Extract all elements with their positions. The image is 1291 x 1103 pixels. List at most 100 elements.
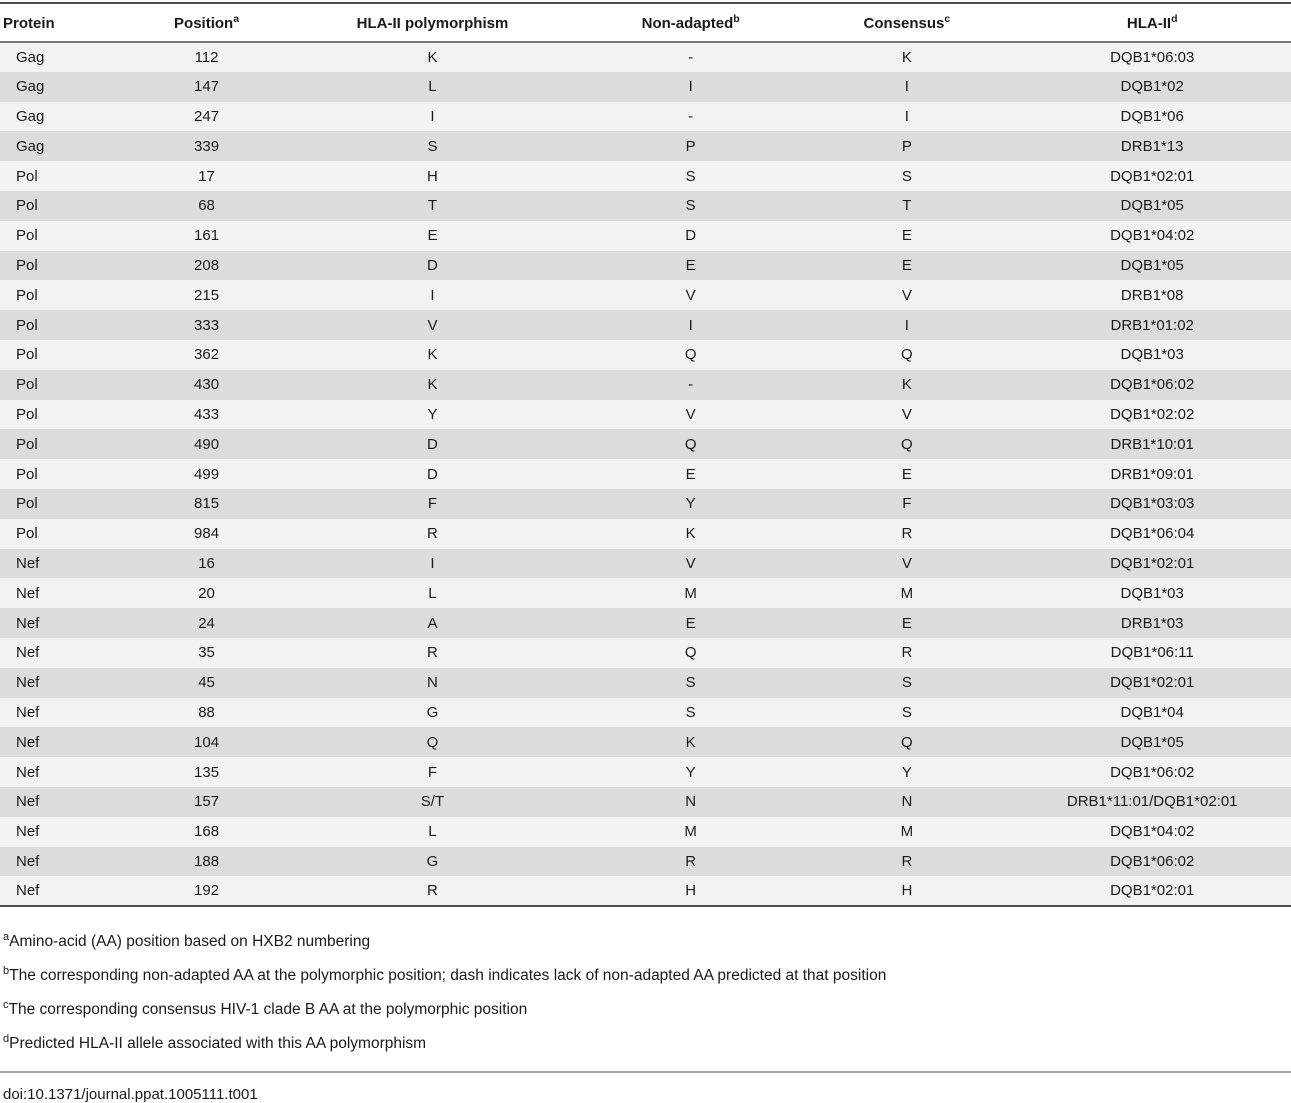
cell-consensus: E (901, 227, 912, 245)
cell-non-adapted: D (685, 227, 697, 245)
cell-polymorphism: R (427, 525, 438, 543)
cell-consensus: S (901, 674, 912, 692)
cell-non-adapted: Q (684, 644, 697, 662)
footnote-a-text: Amino-acid (AA) position based on HXB2 n… (9, 933, 371, 951)
cell-polymorphism: K (427, 346, 438, 364)
table-row: Pol 215 I V V DRB1*08 (0, 280, 1291, 311)
cell-non-adapted: M (684, 823, 697, 841)
cell-position: 192 (194, 882, 220, 900)
cell-position: 247 (194, 107, 220, 125)
cell-hla-ii: DQB1*02:01 (1110, 167, 1195, 185)
column-header-non-adapted: Non-adaptedb (580, 3, 801, 43)
cell-polymorphism: Y (427, 405, 438, 423)
cell-protein: Pol (16, 435, 38, 453)
cell-consensus: I (904, 107, 909, 125)
cell-position: 112 (194, 48, 219, 66)
cell-protein: Pol (16, 197, 38, 215)
cell-protein: Gag (16, 107, 45, 125)
cell-hla-ii: DQB1*02 (1120, 78, 1184, 96)
cell-non-adapted: K (685, 733, 696, 751)
cell-protein: Nef (16, 793, 40, 811)
cell-non-adapted: S (685, 167, 696, 185)
cell-non-adapted: - (688, 376, 694, 394)
table-row: Pol 430 K - K DQB1*06:02 (0, 369, 1291, 400)
cell-position: 499 (194, 465, 220, 483)
table-row: Gag 247 I - I DQB1*06 (0, 101, 1291, 132)
cell-hla-ii: DQB1*06:02 (1110, 763, 1195, 781)
cell-protein: Pol (16, 256, 38, 274)
cell-position: 430 (194, 376, 220, 394)
cell-polymorphism: N (427, 674, 438, 692)
cell-hla-ii: DRB1*08 (1120, 286, 1184, 304)
cell-position: 17 (198, 167, 215, 185)
footnotes-block: aAmino-acid (AA) position based on HXB2 … (0, 923, 1291, 1059)
cell-polymorphism: D (427, 465, 438, 483)
column-header-hla-ii: HLA-IId (1013, 3, 1291, 43)
table-row: Nef 45 N S S DQB1*02:01 (0, 667, 1291, 698)
table-row: Pol 984 R K R DQB1*06:04 (0, 518, 1291, 549)
cell-polymorphism: H (427, 167, 438, 185)
footnote-marker-d: d (1171, 13, 1178, 25)
table-row: Pol 17 H S S DQB1*02:01 (0, 161, 1291, 191)
cell-hla-ii: DQB1*06:02 (1110, 376, 1195, 394)
cell-consensus: M (900, 584, 914, 602)
column-header-hla-ii-polymorphism: HLA-II polymorphism (284, 3, 581, 43)
footnote-a: aAmino-acid (AA) position based on HXB2 … (3, 923, 1291, 957)
table-row: Pol 499 D E E DRB1*09:01 (0, 459, 1291, 489)
cell-position: 433 (194, 405, 220, 423)
cell-non-adapted: R (685, 852, 697, 870)
cell-non-adapted: S (685, 674, 696, 692)
cell-position: 984 (194, 525, 220, 543)
cell-hla-ii: DRB1*09:01 (1110, 465, 1194, 483)
cell-hla-ii: DQB1*06:04 (1110, 525, 1195, 543)
cell-hla-ii: DQB1*04 (1120, 703, 1184, 721)
table-row: Nef 157 S/T N N DRB1*11:01/DQB1*02:01 (0, 786, 1291, 817)
cell-protein: Pol (16, 376, 38, 394)
cell-position: 68 (198, 197, 215, 215)
cell-protein: Nef (16, 584, 40, 602)
cell-consensus: Q (901, 733, 913, 751)
cell-non-adapted: V (685, 554, 696, 572)
cell-consensus: E (901, 465, 912, 483)
footnote-marker-b: b (733, 13, 740, 25)
cell-polymorphism: S/T (420, 793, 445, 811)
table-row: Pol 815 F Y F DQB1*03:03 (0, 488, 1291, 519)
table-row: Nef 168 L M M DQB1*04:02 (0, 816, 1291, 847)
cell-position: 157 (194, 793, 220, 811)
cell-consensus: I (904, 78, 909, 96)
cell-non-adapted: H (685, 882, 697, 900)
footnote-d: dPredicted HLA-II allele associated with… (3, 1025, 1291, 1059)
cell-polymorphism: G (426, 703, 439, 721)
cell-position: 45 (198, 674, 215, 692)
cell-protein: Nef (16, 703, 40, 721)
cell-protein: Nef (16, 733, 40, 751)
cell-consensus: R (901, 644, 913, 662)
footnote-c-text: The corresponding consensus HIV-1 clade … (8, 1001, 528, 1019)
cell-position: 161 (194, 227, 220, 245)
footnote-d-text: Predicted HLA-II allele associated with … (9, 1035, 427, 1053)
cell-position: 35 (198, 644, 215, 662)
cell-polymorphism: F (427, 763, 438, 781)
cell-protein: Pol (16, 525, 38, 543)
cell-non-adapted: Q (684, 435, 697, 453)
cell-position: 490 (194, 435, 220, 453)
cell-consensus: E (901, 614, 912, 632)
cell-protein: Gag (16, 48, 45, 66)
cell-hla-ii: DRB1*03 (1120, 614, 1184, 632)
cell-protein: Pol (16, 316, 38, 334)
cell-consensus: M (900, 823, 914, 841)
cell-hla-ii: DQB1*04:02 (1110, 227, 1195, 245)
cell-hla-ii: DQB1*02:01 (1110, 554, 1195, 572)
cell-polymorphism: T (427, 197, 438, 215)
table-row: Nef 104 Q K Q DQB1*05 (0, 727, 1291, 758)
column-header-position: Positiona (129, 3, 284, 43)
cell-protein: Nef (16, 763, 40, 781)
cell-position: 168 (194, 823, 220, 841)
cell-position: 16 (198, 554, 215, 572)
table-row: Gag 147 L I I DQB1*02 (0, 71, 1291, 102)
cell-consensus: Q (901, 435, 913, 453)
cell-hla-ii: DRB1*11:01/DQB1*02:01 (1066, 793, 1238, 811)
cell-protein: Pol (16, 465, 38, 483)
cell-hla-ii: DQB1*02:01 (1110, 674, 1195, 692)
cell-non-adapted: Y (685, 495, 696, 513)
